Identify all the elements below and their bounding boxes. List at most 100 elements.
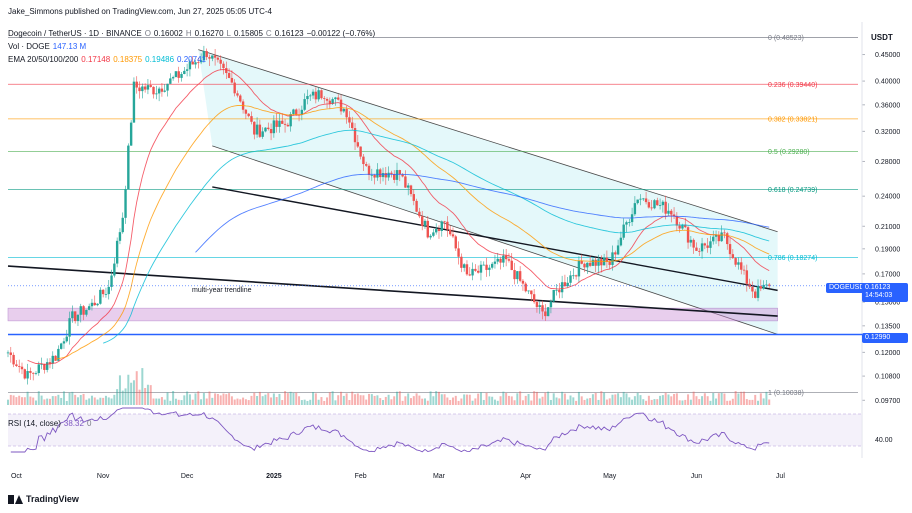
volume-bar [166, 392, 169, 405]
volume-bar [146, 384, 149, 405]
candle-body [353, 128, 357, 143]
candle-body [59, 343, 63, 349]
volume-bar [569, 395, 572, 405]
volume-bar [370, 394, 373, 405]
candle-body [706, 245, 709, 248]
open-value: 0.16002 [153, 29, 183, 38]
price-tick-label: 0.09700 [875, 398, 900, 405]
volume-bar [233, 399, 236, 405]
volume-bar [723, 393, 726, 405]
volume-bar [107, 397, 110, 405]
candle-body [171, 77, 175, 79]
volume-bar [667, 394, 670, 405]
volume-bar [748, 399, 751, 405]
volume-bar [177, 399, 180, 405]
candle-body [734, 258, 737, 265]
volume-bar [695, 396, 698, 405]
volume-bar [611, 394, 614, 405]
candle-body [230, 77, 234, 83]
volume-bar [698, 399, 701, 405]
ema50-value: 0.18375 [113, 55, 143, 64]
candle-body [213, 55, 217, 58]
volume-bar [516, 393, 519, 405]
volume-bar [88, 398, 91, 405]
volume-bar [228, 393, 231, 405]
volume-bar [759, 393, 762, 405]
time-tick-label: May [603, 473, 617, 480]
candle-body [87, 306, 91, 310]
candle-body [239, 95, 242, 102]
price-tick-label: 0.21000 [875, 224, 900, 231]
volume-bar [384, 396, 387, 405]
candle-body [393, 173, 396, 180]
volume-bar [96, 399, 99, 405]
candle-body [157, 88, 161, 94]
volume-bar [603, 392, 606, 405]
volume-bar [538, 398, 541, 405]
time-tick-label: Oct [11, 473, 22, 480]
volume-bar [737, 393, 740, 405]
volume-bar [160, 397, 163, 405]
candle-body [661, 201, 665, 206]
volume-bar [768, 399, 771, 405]
open-label: O [144, 29, 151, 38]
multi-year-trendline [7, 265, 778, 317]
volume-bar [547, 391, 550, 405]
candle-body [670, 210, 673, 215]
volume-bar [664, 392, 667, 405]
volume-bar [368, 393, 371, 405]
volume-bar [298, 396, 301, 405]
volume-bar [572, 397, 575, 405]
candle-body [286, 124, 290, 127]
fib-level-label: 0.382 (0.33821) [768, 116, 817, 123]
volume-bar [597, 399, 600, 405]
volume-bar [340, 391, 343, 405]
candle-body [43, 364, 46, 370]
candle-body [306, 95, 309, 100]
support-price-tag: 0.12990 [862, 333, 908, 343]
candle-body [457, 248, 460, 257]
candle-body [748, 283, 751, 287]
candle-body [591, 259, 595, 266]
rsi-name: RSI (14, close) [8, 419, 61, 428]
volume-bar [208, 391, 211, 405]
volume-bar [99, 397, 102, 405]
candle-body [552, 289, 555, 302]
candle-body [415, 200, 418, 212]
volume-bar [79, 395, 82, 405]
tradingview-logo[interactable]: TradingView [8, 494, 79, 504]
candle-body [546, 307, 550, 317]
candle-body [132, 81, 136, 123]
volume-bar [701, 396, 704, 405]
candle-body [628, 222, 631, 223]
candle-body [199, 60, 203, 63]
volume-bar [398, 391, 401, 405]
volume-bar [250, 395, 253, 405]
candle-body [236, 93, 239, 96]
candle-body [93, 302, 96, 306]
volume-bar [43, 399, 46, 405]
candle-body [272, 120, 276, 134]
volume-bar [429, 391, 432, 405]
candle-body [765, 284, 768, 286]
volume-bar [312, 391, 315, 405]
candle-body [675, 216, 679, 226]
volume-bar [412, 396, 415, 405]
volume-bar [474, 398, 477, 405]
ema-legend: EMA 20/50/100/200 0.17148 0.18375 0.1948… [8, 55, 206, 64]
volume-bar [281, 400, 284, 405]
candle-body [737, 262, 740, 265]
candle-body [541, 305, 544, 312]
price-tick-label: 0.45000 [875, 52, 900, 59]
volume-bar [130, 382, 133, 405]
candle-body [351, 122, 354, 129]
volume-bar [65, 400, 68, 405]
candle-body [29, 371, 32, 373]
volume-bar [558, 398, 561, 405]
candle-body [96, 303, 99, 306]
candle-body [177, 71, 180, 78]
volume-bar [706, 396, 709, 405]
volume-bar [286, 393, 289, 405]
candle-body [267, 127, 270, 130]
